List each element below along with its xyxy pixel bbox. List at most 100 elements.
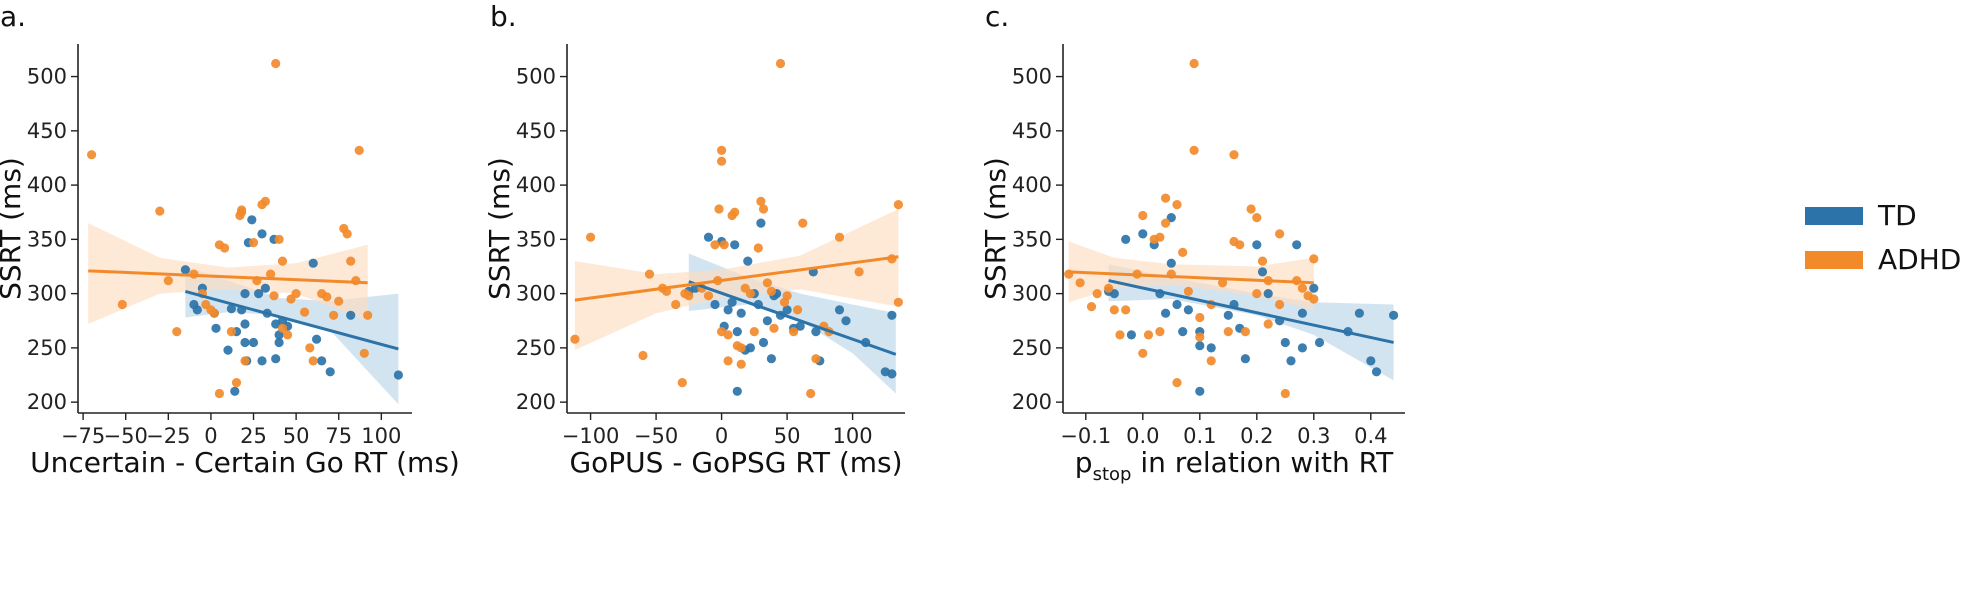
data-point-td xyxy=(1314,337,1325,348)
data-point-adhd xyxy=(1263,319,1273,329)
x-tick-label: 0.3 xyxy=(1297,424,1330,448)
data-point-adhd xyxy=(893,297,904,307)
y-tick-label: 300 xyxy=(516,282,556,306)
data-point-td xyxy=(887,310,897,320)
data-point-adhd xyxy=(274,234,284,244)
x-axis-label: Uncertain - Certain Go RT (ms) xyxy=(30,446,460,479)
data-point-adhd xyxy=(240,356,250,366)
y-tick-label: 400 xyxy=(27,173,67,197)
data-point-td xyxy=(240,289,250,299)
data-point-adhd xyxy=(586,232,596,242)
data-point-adhd xyxy=(766,286,777,296)
y-tick-label: 300 xyxy=(27,282,67,306)
data-point-td xyxy=(260,283,270,293)
regression-line-td xyxy=(688,280,897,356)
data-point-adhd xyxy=(793,305,803,315)
data-point-adhd xyxy=(271,58,281,69)
data-point-td xyxy=(762,316,773,326)
data-point-td xyxy=(1223,310,1233,320)
x-axis-label: GoPUS - GoPSG RT (ms) xyxy=(569,446,902,479)
data-point-adhd xyxy=(237,207,247,217)
data-point-adhd xyxy=(214,388,224,399)
data-point-adhd xyxy=(209,308,219,318)
x-tick-label: 100 xyxy=(361,424,401,448)
data-point-td xyxy=(743,256,753,266)
regression-line-adhd xyxy=(88,269,368,285)
y-tick-label: 200 xyxy=(516,390,556,414)
data-point-adhd xyxy=(1240,327,1250,337)
data-point-adhd xyxy=(1109,305,1119,315)
legend: TD ADHD xyxy=(1805,199,1961,276)
data-point-td xyxy=(1292,240,1302,250)
data-point-adhd xyxy=(172,327,182,337)
data-point-td xyxy=(1206,343,1216,353)
data-point-td xyxy=(730,240,740,250)
data-point-adhd xyxy=(798,218,808,228)
data-point-adhd xyxy=(231,378,242,388)
x-tick-label: 50 xyxy=(283,424,310,448)
data-point-td xyxy=(736,308,746,318)
data-point-adhd xyxy=(1138,348,1148,358)
data-point-adhd xyxy=(1235,240,1245,250)
data-point-adhd xyxy=(1172,200,1182,210)
data-point-adhd xyxy=(789,327,799,337)
data-point-td xyxy=(247,215,257,225)
data-point-adhd xyxy=(342,229,352,239)
x-tick-label: −50 xyxy=(634,424,678,448)
data-point-td xyxy=(325,367,335,377)
data-point-adhd xyxy=(677,378,687,388)
y-tick-label: 250 xyxy=(27,336,67,360)
data-point-adhd xyxy=(1252,213,1262,223)
y-tick-label: 200 xyxy=(27,390,67,414)
data-point-adhd xyxy=(769,323,779,333)
data-point-td xyxy=(887,369,897,379)
data-point-td xyxy=(1309,283,1319,293)
data-point-adhd xyxy=(714,204,724,214)
data-point-adhd xyxy=(1275,299,1285,310)
data-point-td xyxy=(1183,305,1193,315)
data-point-adhd xyxy=(782,291,792,301)
x-tick-label: 0 xyxy=(715,424,728,448)
data-point-td xyxy=(1172,299,1182,310)
data-point-adhd xyxy=(775,58,786,69)
panel-2: c. 200 250 300 350 400 450 500 −0.1 0.0 0.1 0.2 0.3 0… xyxy=(979,0,1405,485)
data-point-td xyxy=(1178,327,1188,337)
x-axis-label-main: p xyxy=(1075,446,1093,479)
data-point-td xyxy=(312,334,322,344)
data-point-adhd xyxy=(226,327,236,337)
data-point-td xyxy=(240,337,250,348)
data-point-adhd xyxy=(834,232,845,242)
data-point-adhd xyxy=(1309,294,1319,304)
data-point-td xyxy=(756,218,766,228)
x-tick-label: 50 xyxy=(774,424,801,448)
x-tick-label: 100 xyxy=(833,424,873,448)
data-point-td xyxy=(782,305,792,315)
data-point-adhd xyxy=(163,276,173,286)
data-point-td xyxy=(1389,310,1399,320)
data-point-adhd xyxy=(363,310,373,320)
regression-line-td xyxy=(1108,279,1394,344)
y-tick-label: 450 xyxy=(516,119,556,143)
data-point-td xyxy=(346,310,356,320)
data-point-adhd xyxy=(354,145,364,155)
data-point-adhd xyxy=(806,388,816,399)
data-point-adhd xyxy=(1155,232,1165,242)
data-point-adhd xyxy=(1178,247,1188,257)
data-point-td xyxy=(308,258,318,268)
data-point-adhd xyxy=(684,291,694,301)
data-point-adhd xyxy=(762,278,773,288)
data-point-adhd xyxy=(745,289,756,299)
data-point-adhd xyxy=(1223,327,1233,337)
y-axis-label: SSRT (ms) xyxy=(979,157,1012,300)
data-point-td xyxy=(1138,229,1148,239)
x-axis-label: pstop in relation with RT xyxy=(1075,446,1394,485)
data-point-adhd xyxy=(854,267,864,277)
data-point-adhd xyxy=(322,292,332,302)
data-point-td xyxy=(230,386,240,396)
y-tick-label: 300 xyxy=(1012,282,1052,306)
x-tick-label: −100 xyxy=(562,424,620,448)
x-tick-label: −75 xyxy=(61,424,105,448)
legend-swatch-adhd xyxy=(1805,251,1863,269)
x-tick-label: 0.1 xyxy=(1183,424,1216,448)
data-point-td xyxy=(727,297,737,307)
